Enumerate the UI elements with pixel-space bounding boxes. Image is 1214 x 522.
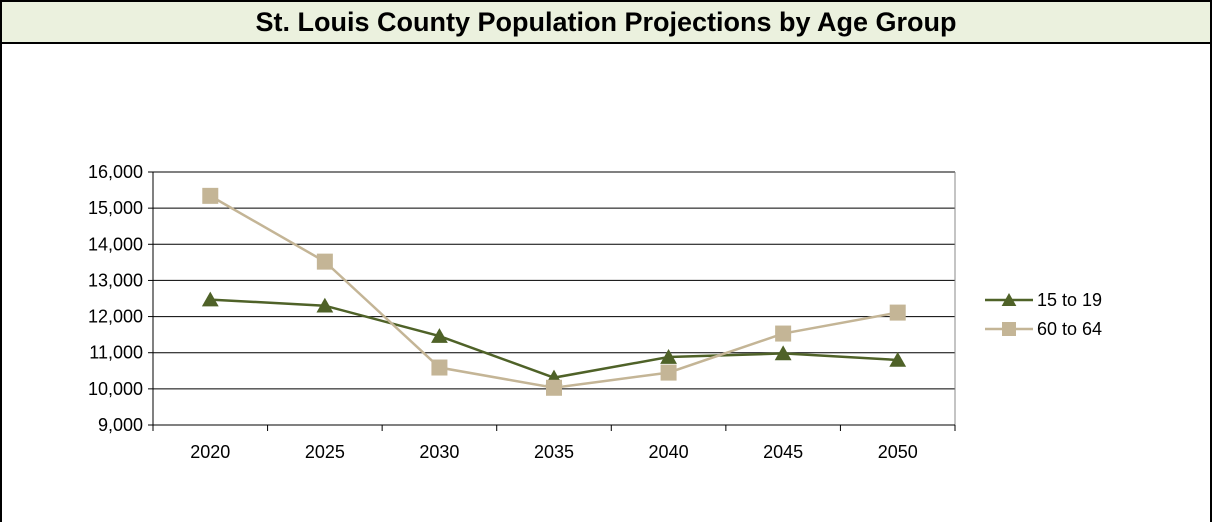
y-tick-label: 13,000 <box>88 270 143 290</box>
legend-marker <box>1001 293 1017 306</box>
y-tick-label: 10,000 <box>88 379 143 399</box>
y-tick-label: 15,000 <box>88 198 143 218</box>
data-point <box>431 328 448 343</box>
data-point <box>775 325 792 342</box>
x-tick-label: 2025 <box>305 442 345 462</box>
data-point <box>201 291 219 307</box>
data-point <box>431 359 448 376</box>
legend-marker <box>1002 322 1016 336</box>
x-tick-label: 2030 <box>419 442 459 462</box>
data-point <box>774 345 792 361</box>
data-point <box>202 187 219 204</box>
data-point <box>889 351 907 367</box>
legend-label: 60 to 64 <box>1037 319 1102 339</box>
data-point <box>889 304 906 321</box>
series-line <box>209 194 898 390</box>
data-point <box>316 297 334 313</box>
y-tick-label: 11,000 <box>89 343 143 363</box>
x-tick-label: 2050 <box>878 442 918 462</box>
data-point <box>546 379 562 396</box>
y-tick-label: 9,000 <box>98 415 143 435</box>
x-tick-label: 2020 <box>190 442 230 462</box>
y-tick-label: 14,000 <box>88 234 143 254</box>
chart-title: St. Louis County Population Projections … <box>255 6 957 37</box>
data-point <box>316 253 333 270</box>
x-tick-label: 2035 <box>534 442 574 462</box>
x-tick-label: 2040 <box>649 442 689 462</box>
data-point <box>660 364 677 381</box>
chart-title-bar: St. Louis County Population Projections … <box>2 2 1210 44</box>
y-tick-label: 16,000 <box>88 162 143 182</box>
data-point <box>660 349 677 364</box>
series-line <box>210 298 898 379</box>
x-tick-label: 2045 <box>763 442 803 462</box>
y-tick-label: 12,000 <box>88 307 143 327</box>
legend-label: 15 to 19 <box>1037 290 1102 310</box>
